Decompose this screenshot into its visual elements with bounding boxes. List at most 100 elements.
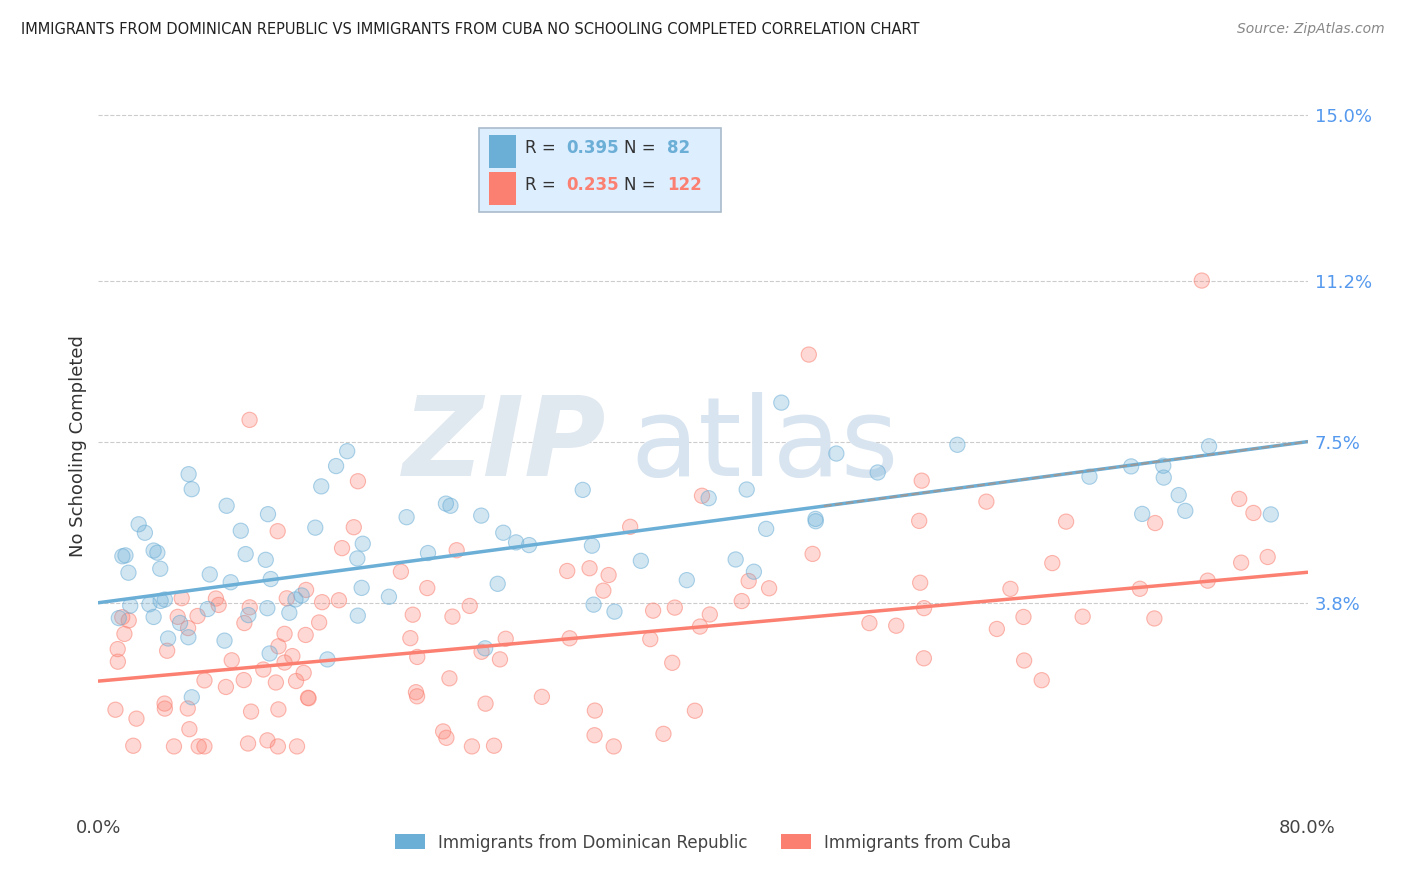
Point [281,649,304,664]
Point [592,583,614,598]
Point [804,514,827,528]
Point [630,554,652,568]
Point [125,712,148,726]
Point [208,598,231,612]
Point [260,572,283,586]
Point [193,739,215,754]
Point [389,565,412,579]
Point [581,539,603,553]
Point [664,600,686,615]
Point [309,479,332,493]
Point [1257,549,1279,564]
Point [603,605,626,619]
Point [395,510,418,524]
Point [267,640,290,654]
FancyBboxPatch shape [479,128,721,212]
Text: 122: 122 [666,176,702,194]
Point [239,413,262,427]
Point [177,621,200,635]
Point [328,593,350,607]
Point [297,690,319,705]
Point [1227,491,1250,506]
Point [446,543,468,558]
Text: 0.395: 0.395 [567,139,619,157]
Point [439,499,461,513]
Point [170,591,193,606]
Point [474,641,496,656]
Point [1144,516,1167,530]
Point [558,632,581,646]
Point [276,591,298,606]
Point [260,572,283,586]
Point [347,475,370,489]
Point [495,632,517,646]
Point [389,565,412,579]
Point [755,522,778,536]
Point [278,606,301,620]
Point [1197,574,1219,588]
Legend: Immigrants from Dominican Republic, Immigrants from Cuba: Immigrants from Dominican Republic, Immi… [388,827,1018,858]
Point [352,537,374,551]
Point [264,675,287,690]
Point [346,551,368,566]
Point [458,599,481,613]
Point [908,575,931,590]
Point [297,690,319,705]
Point [169,615,191,630]
Point [804,512,827,526]
Point [111,610,134,624]
Point [912,651,935,665]
Point [583,704,606,718]
Point [311,595,333,609]
Point [316,652,339,666]
Point [1054,515,1077,529]
Point [1153,470,1175,484]
Point [304,521,326,535]
Point [402,607,425,622]
Point [470,508,492,523]
Point [946,438,969,452]
Point [742,565,765,579]
Point [434,731,457,745]
Text: N =: N = [624,176,657,194]
Point [652,727,675,741]
Point [1174,504,1197,518]
Point [825,446,848,460]
Point [416,546,439,560]
Point [114,549,136,563]
Point [638,632,661,647]
Point [1031,673,1053,688]
Point [215,499,238,513]
Point [470,508,492,523]
Point [240,705,263,719]
Point [825,446,848,460]
Point [239,600,262,615]
Text: N =: N = [624,139,657,157]
Point [169,615,191,630]
Point [737,574,759,588]
Point [149,594,172,608]
Point [180,690,202,705]
Point [858,616,880,631]
Point [801,547,824,561]
Point [214,633,236,648]
Text: 0.235: 0.235 [567,176,619,194]
Point [239,600,262,615]
Point [177,630,200,644]
Point [530,690,553,704]
Point [583,704,606,718]
Point [111,549,134,564]
Point [571,483,593,497]
Point [755,522,778,536]
Point [555,564,578,578]
Point [343,520,366,534]
Point [724,552,747,566]
Point [1144,516,1167,530]
Point [295,582,318,597]
Point [406,690,429,704]
Point [304,521,326,535]
Point [737,574,759,588]
Point [138,598,160,612]
Point [470,645,492,659]
Point [405,685,427,699]
